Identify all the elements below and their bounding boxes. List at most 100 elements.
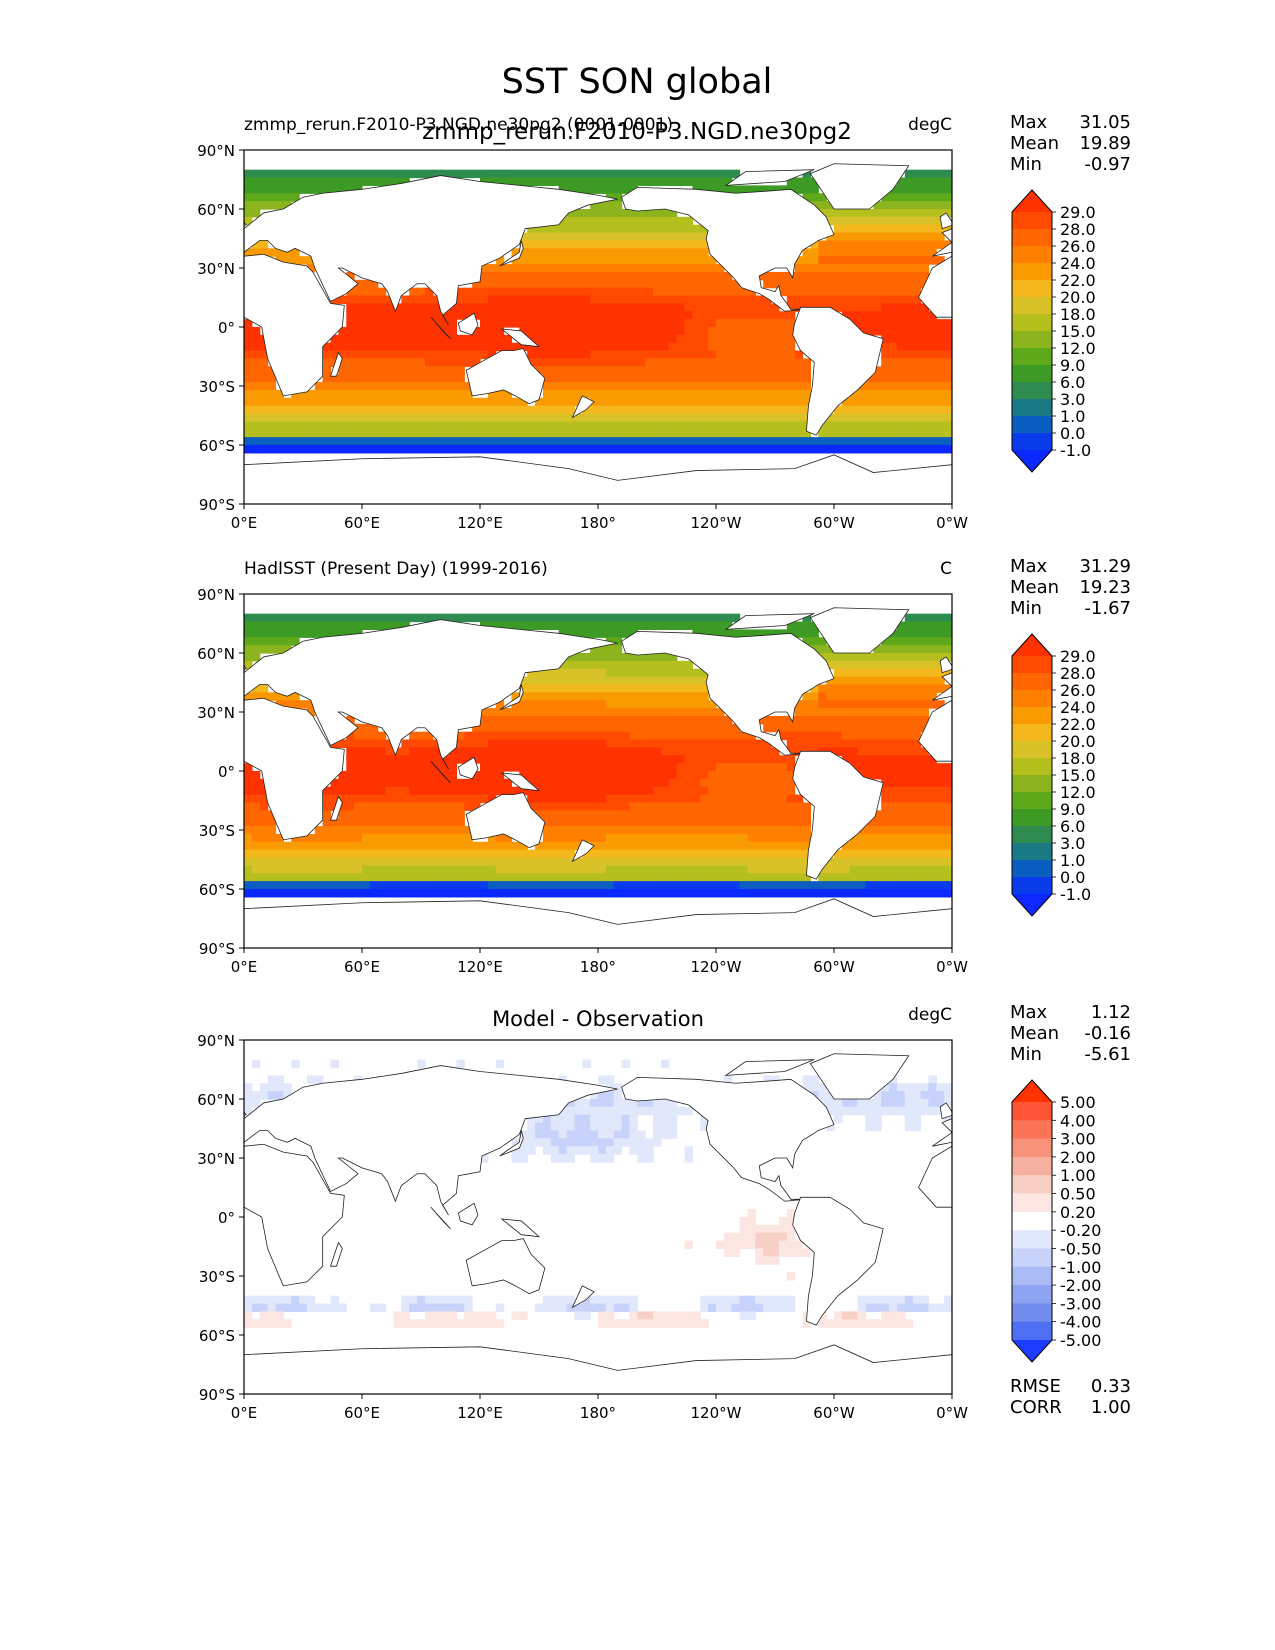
field-cell [684,818,693,827]
field-cell [566,692,575,701]
field-cell [786,303,796,312]
field-cell [873,224,882,234]
field-cell [684,350,693,360]
field-cell [676,271,686,281]
field-cell [920,201,929,210]
field-cell [417,810,426,819]
field-cell [267,185,277,194]
field-cell [865,224,874,234]
field-cell [472,429,481,438]
field-cell [613,327,623,336]
field-cell [472,405,481,415]
field-cell [401,763,410,772]
field-cell [881,350,890,360]
field-cell [590,350,599,360]
field-cell [503,169,513,179]
colorbar-extend-bottom [1012,894,1052,916]
field-cell [550,1146,560,1155]
field-cell [275,645,284,654]
field-cell [629,1106,638,1116]
field-cell [338,295,347,304]
field-cell [621,771,631,780]
field-cell [621,865,631,874]
field-cell [464,303,473,312]
field-cell [818,645,827,654]
field-cell [314,177,324,186]
field-cell [519,621,528,630]
field-cell [653,303,662,312]
field-cell [550,731,560,741]
field-cell [424,445,434,454]
field-cell [558,786,568,796]
colorbar-segment [1012,792,1052,810]
field-cell [605,295,615,304]
field-cell [283,413,292,422]
field-cell [346,873,355,882]
field-cell [590,833,599,843]
field-cell [598,763,607,772]
field-cell [896,802,906,811]
field-cell [700,334,709,344]
field-cell [550,413,560,422]
field-cell [857,865,867,874]
field-cell [889,684,898,693]
field-cell [424,873,434,882]
field-cell [401,421,410,430]
field-cell [338,334,347,344]
field-cell [936,334,945,344]
field-cell [440,327,450,336]
field-cell [613,645,623,654]
field-cell [904,621,914,630]
field-cell [393,405,402,415]
field-cell [723,771,733,780]
field-cell [259,1091,269,1100]
field-cell [676,810,686,819]
field-cell [550,747,560,756]
field-cell [314,437,324,446]
field-cell [912,209,922,218]
field-cell [550,833,560,843]
field-cell [605,794,615,804]
field-cell [574,653,583,662]
field-cell [645,802,654,811]
field-cell [377,818,387,827]
field-cell [920,637,929,646]
field-cell [684,248,693,257]
field-cell [267,382,277,391]
field-cell [778,771,788,780]
field-cell [865,382,874,391]
field-cell [849,271,859,281]
field-cell [558,216,568,226]
field-cell [778,327,788,336]
field-cell [708,802,717,811]
field-cell [629,303,638,312]
field-cell [912,833,922,843]
field-cell [299,865,308,874]
field-cell [653,374,662,383]
field-cell [354,382,363,391]
field-cell [637,692,646,701]
field-cell [267,169,277,179]
field-cell [841,264,851,273]
field-cell [598,747,607,756]
field-cell [896,747,906,756]
field-cell [904,1083,914,1092]
field-cell [322,794,332,804]
field-cell [503,763,513,772]
field-cell [692,358,701,367]
field-cell [881,374,890,383]
field-cell [542,350,552,360]
field-cell [480,771,489,780]
field-cell [928,1075,937,1084]
field-cell [653,366,662,375]
field-cell [613,311,623,320]
field-cell [566,873,575,882]
field-cell [314,185,324,194]
field-cell [739,810,749,819]
field-cell [283,1083,292,1092]
field-cell [700,715,709,725]
field-cell [472,413,481,422]
lat-tick-label: 60°S [199,437,235,455]
field-cell [409,818,418,827]
field-cell [409,841,418,851]
